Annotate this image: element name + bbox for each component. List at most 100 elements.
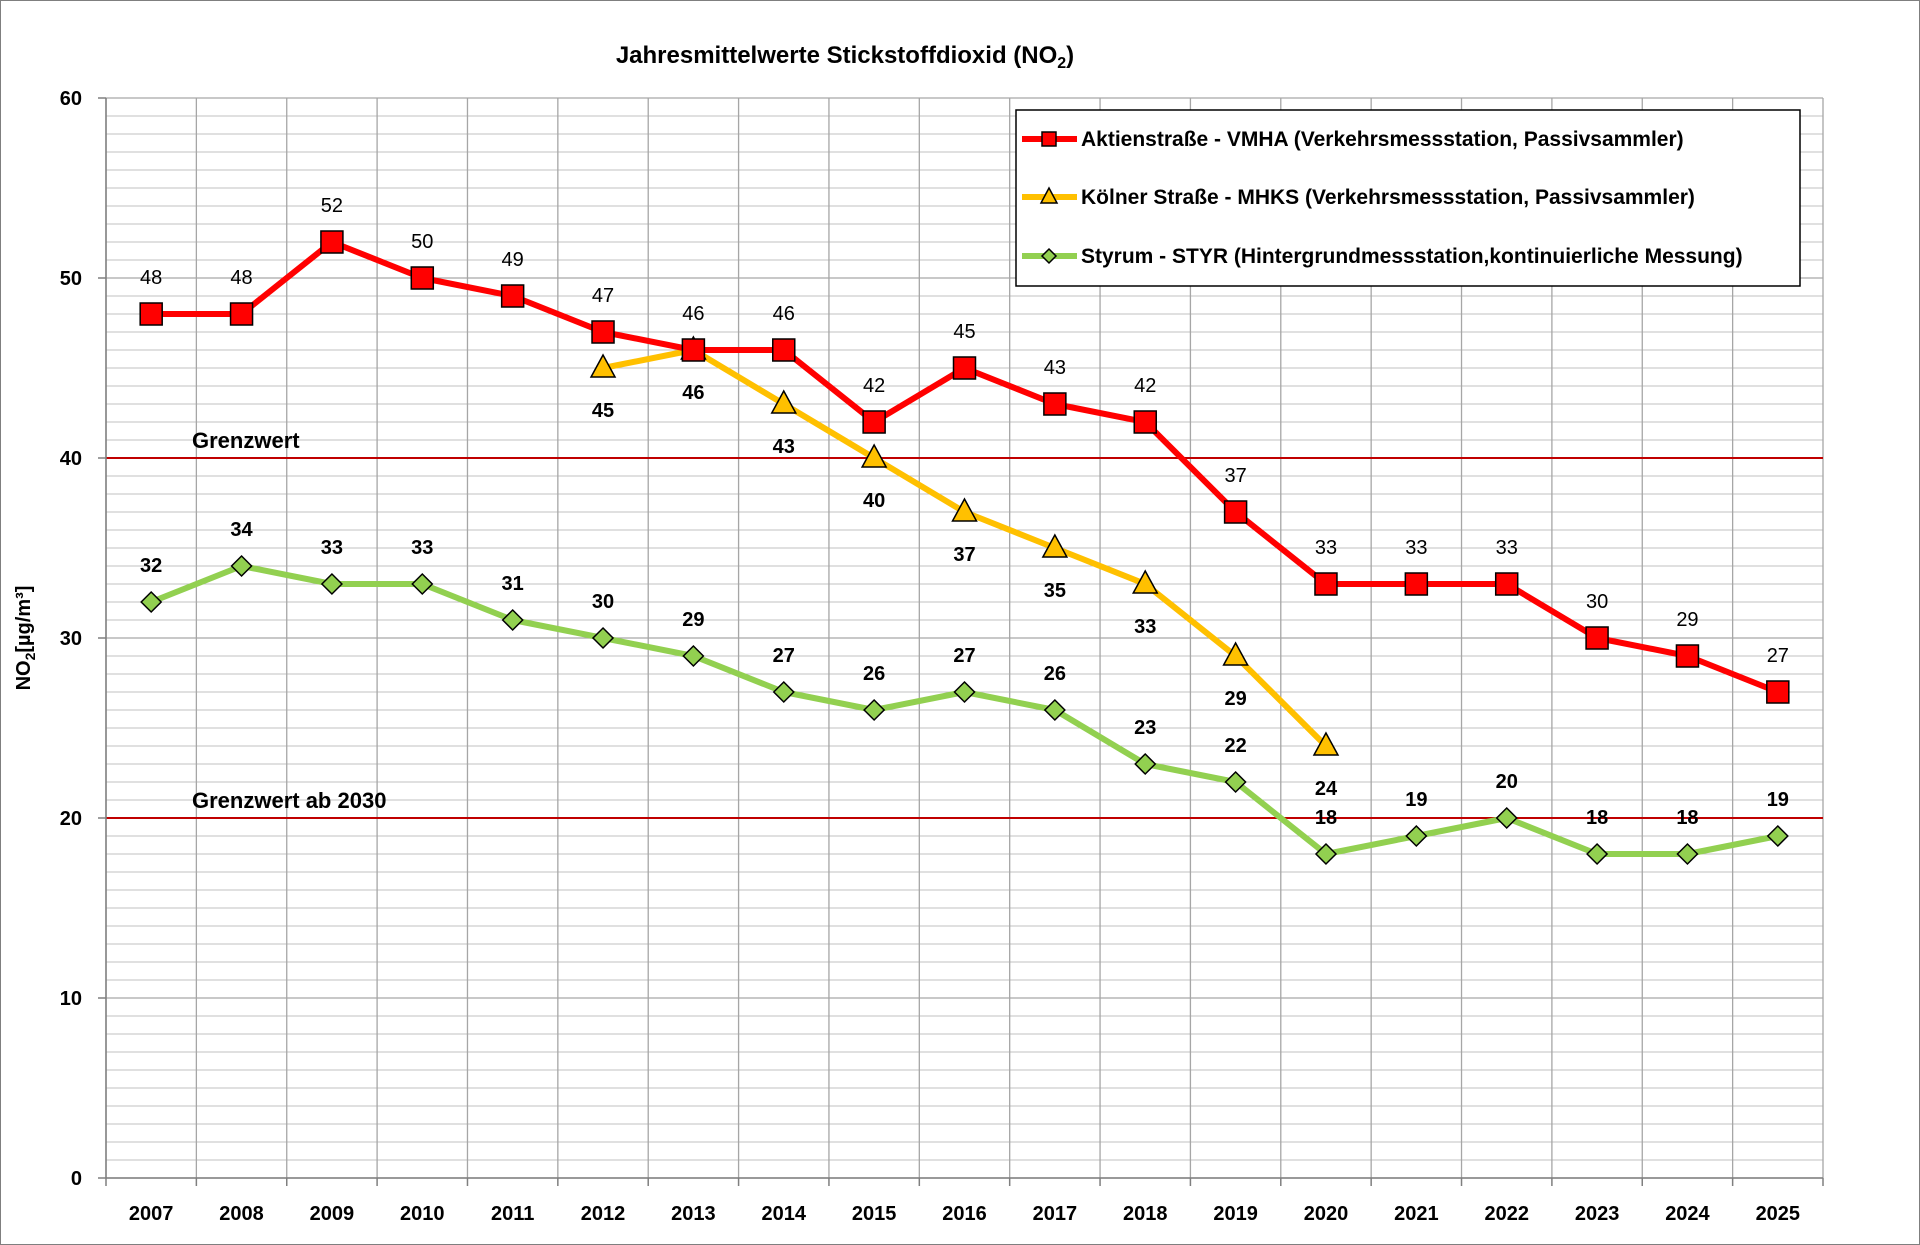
diamond-marker	[1043, 698, 1066, 722]
data-label: 22	[1224, 735, 1246, 757]
square-marker	[862, 410, 886, 434]
y-tick-label: 0	[71, 1168, 82, 1190]
data-label: 31	[502, 573, 524, 595]
diamond-marker	[1040, 247, 1058, 265]
square-marker	[1494, 572, 1519, 596]
triangle-marker	[1041, 533, 1069, 558]
square-marker	[681, 338, 706, 362]
x-tick-label: 2022	[1484, 1203, 1529, 1225]
x-tick-label: 2010	[400, 1203, 445, 1225]
square-marker	[500, 284, 525, 308]
x-tick-label: 2018	[1123, 1203, 1168, 1225]
series-line	[151, 239, 1779, 695]
diamond-marker	[411, 572, 434, 596]
diamond-marker	[1676, 842, 1699, 866]
triangle-marker	[589, 353, 617, 378]
x-tick-label: 2020	[1304, 1203, 1349, 1225]
x-tick-label: 2025	[1756, 1203, 1801, 1225]
square-marker	[1133, 410, 1157, 434]
x-tick-label: 2021	[1394, 1203, 1439, 1225]
data-label: 18	[1676, 807, 1698, 829]
diamond-marker	[1314, 842, 1338, 866]
data-label: 52	[321, 195, 343, 217]
legend-entry: Styrum - STYR (Hintergrundmessstation,ko…	[1081, 245, 1743, 268]
data-label: 48	[230, 267, 252, 289]
data-label: 27	[773, 645, 795, 667]
diamond-marker	[682, 644, 705, 668]
data-label: 27	[953, 645, 975, 667]
data-label: 19	[1405, 789, 1427, 811]
diamond-marker	[591, 626, 615, 650]
data-label: 35	[1044, 580, 1066, 602]
data-label: 29	[1224, 688, 1246, 710]
x-tick-label: 2017	[1033, 1203, 1078, 1225]
data-label: 45	[953, 321, 975, 343]
data-label: 24	[1315, 778, 1338, 800]
data-label: 49	[502, 249, 524, 271]
data-label: 43	[1044, 357, 1066, 379]
legend-box	[1015, 109, 1801, 287]
legend: Aktienstraße - VMHA (Verkehrsmessstation…	[1015, 109, 1801, 287]
data-label: 33	[321, 537, 343, 559]
data-label: 27	[1767, 645, 1789, 667]
x-tick-label: 2014	[762, 1203, 807, 1225]
data-label: 42	[863, 375, 885, 397]
legend-entry: Aktienstraße - VMHA (Verkehrsmessstation…	[1081, 128, 1684, 151]
square-marker	[952, 356, 977, 380]
x-tick-label: 2015	[852, 1203, 897, 1225]
y-tick-label: 30	[60, 628, 82, 650]
x-tick-label: 2016	[942, 1203, 987, 1225]
x-tick-label: 2008	[219, 1203, 264, 1225]
square-marker	[1041, 131, 1057, 147]
data-label: 18	[1315, 807, 1337, 829]
square-marker	[410, 266, 435, 290]
y-tick-label: 10	[60, 988, 82, 1010]
data-label: 45	[592, 400, 614, 422]
data-label: 18	[1586, 807, 1608, 829]
triangle-marker	[1222, 641, 1249, 666]
data-label: 37	[953, 544, 975, 566]
diamond-marker	[1766, 824, 1789, 848]
triangle-marker	[1312, 731, 1340, 756]
reference-lines: Grenzwert Grenzwert ab 2030	[106, 428, 1823, 819]
square-marker	[1314, 572, 1338, 596]
x-tick-label: 2012	[581, 1203, 626, 1225]
data-label: 46	[773, 303, 795, 325]
data-label: 19	[1767, 789, 1789, 811]
triangle-marker	[1039, 186, 1059, 204]
x-tick-label: 2009	[310, 1203, 355, 1225]
x-tick-label: 2013	[671, 1203, 716, 1225]
data-label: 50	[411, 231, 433, 253]
data-label: 33	[1315, 537, 1337, 559]
diamond-marker	[1495, 806, 1518, 830]
square-marker	[1766, 680, 1790, 704]
diamond-marker	[953, 680, 976, 704]
data-label: 33	[411, 537, 433, 559]
reference-line-label: Grenzwert	[192, 428, 300, 453]
square-marker	[1404, 572, 1429, 596]
square-marker	[1223, 500, 1248, 524]
square-marker	[139, 302, 163, 326]
triangle-marker	[770, 389, 798, 414]
square-marker	[229, 302, 254, 326]
data-label: 33	[1496, 537, 1518, 559]
diamond-marker	[1405, 824, 1428, 848]
data-label: 26	[863, 663, 885, 685]
data-label: 46	[682, 303, 704, 325]
square-marker	[1043, 392, 1067, 416]
reference-line-label: Grenzwert ab 2030	[192, 788, 386, 813]
triangle-marker	[1131, 569, 1159, 594]
data-label: 29	[1676, 609, 1698, 631]
diamond-marker	[320, 572, 343, 596]
y-tick-label: 20	[60, 808, 82, 830]
data-label: 23	[1134, 717, 1156, 739]
data-label: 37	[1224, 465, 1246, 487]
data-label: 34	[230, 519, 253, 541]
diamond-marker	[140, 590, 163, 614]
square-marker	[591, 320, 615, 344]
x-tick-label: 2007	[129, 1203, 174, 1225]
data-label: 43	[773, 436, 795, 458]
y-tick-label: 50	[60, 268, 82, 290]
diamond-marker	[1586, 842, 1609, 866]
